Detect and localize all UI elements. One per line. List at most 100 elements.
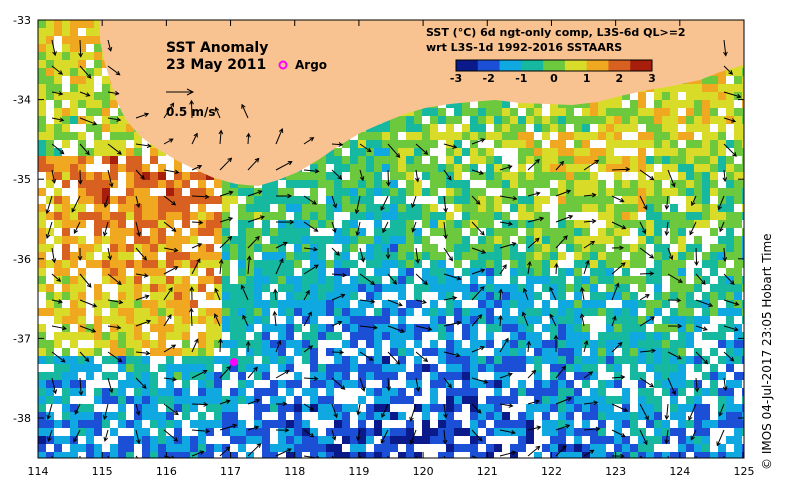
sst-cell [86, 196, 94, 204]
sst-cell [462, 412, 470, 420]
sst-cell [582, 132, 590, 140]
sst-cell [230, 300, 238, 308]
sst-cell [718, 180, 726, 188]
sst-cell [110, 284, 118, 292]
sst-cell [726, 228, 734, 236]
sst-cell [702, 156, 710, 164]
sst-cell [54, 404, 62, 412]
sst-cell [54, 28, 62, 36]
sst-cell [134, 380, 142, 388]
sst-cell [518, 244, 526, 252]
sst-cell [278, 252, 286, 260]
sst-cell [614, 188, 622, 196]
sst-cell [38, 404, 46, 412]
sst-cell [70, 180, 78, 188]
sst-cell [670, 364, 678, 372]
sst-cell [470, 292, 478, 300]
sst-cell [558, 428, 566, 436]
sst-cell [430, 140, 438, 148]
sst-cell [598, 116, 606, 124]
sst-cell [502, 244, 510, 252]
sst-cell [414, 428, 422, 436]
sst-cell [62, 340, 70, 348]
sst-cell [174, 244, 182, 252]
sst-cell [566, 244, 574, 252]
sst-cell [390, 340, 398, 348]
argo-float-marker[interactable] [230, 358, 238, 366]
sst-cell [246, 244, 254, 252]
sst-cell [526, 364, 534, 372]
current-arrowhead [85, 150, 90, 156]
sst-cell [350, 300, 358, 308]
sst-cell [678, 124, 686, 132]
sst-cell [518, 404, 526, 412]
sst-cell [38, 36, 46, 44]
sst-cell [542, 236, 550, 244]
sst-cell [606, 348, 614, 356]
sst-cell [54, 324, 62, 332]
sst-cell [134, 324, 142, 332]
sst-cell [686, 340, 694, 348]
sst-cell [198, 212, 206, 220]
sst-cell [118, 444, 126, 452]
sst-cell [718, 236, 726, 244]
sst-cell [662, 180, 670, 188]
sst-cell [422, 172, 430, 180]
sst-cell [654, 300, 662, 308]
sst-cell [582, 436, 590, 444]
sst-cell [110, 420, 118, 428]
sst-cell [518, 412, 526, 420]
sst-cell [414, 108, 422, 116]
sst-cell [558, 196, 566, 204]
sst-cell [550, 164, 558, 172]
sst-cell [478, 324, 486, 332]
sst-cell [550, 284, 558, 292]
sst-cell [198, 372, 206, 380]
sst-cell [486, 444, 494, 452]
sst-cell [646, 236, 654, 244]
sst-cell [382, 428, 390, 436]
sst-cell [70, 108, 78, 116]
sst-cell [454, 188, 462, 196]
sst-cell [374, 340, 382, 348]
sst-cell [126, 404, 134, 412]
sst-cell [414, 284, 422, 292]
sst-cell [606, 436, 614, 444]
sst-cell [342, 324, 350, 332]
sst-cell [694, 236, 702, 244]
sst-cell [470, 276, 478, 284]
sst-cell [230, 340, 238, 348]
sst-cell [534, 108, 542, 116]
sst-cell [254, 300, 262, 308]
sst-cell [262, 436, 270, 444]
sst-cell [86, 204, 94, 212]
sst-cell [654, 452, 662, 458]
sst-cell [102, 140, 110, 148]
sst-cell [654, 156, 662, 164]
sst-cell [38, 292, 46, 300]
sst-cell [150, 268, 158, 276]
sst-cell [678, 324, 686, 332]
sst-cell [718, 308, 726, 316]
sst-cell [166, 380, 174, 388]
sst-cell [230, 284, 238, 292]
sst-cell [126, 380, 134, 388]
sst-cell [110, 372, 118, 380]
sst-cell [150, 436, 158, 444]
sst-cell [430, 428, 438, 436]
sst-cell [598, 124, 606, 132]
sst-cell [686, 396, 694, 404]
sst-cell [726, 444, 734, 452]
sst-cell [494, 444, 502, 452]
sst-cell [366, 228, 374, 236]
sst-cell [678, 396, 686, 404]
sst-cell [126, 236, 134, 244]
sst-cell [86, 156, 94, 164]
sst-cell [206, 188, 214, 196]
sst-cell [86, 420, 94, 428]
sst-cell [414, 172, 422, 180]
sst-cell [566, 148, 574, 156]
sst-cell [142, 180, 150, 188]
sst-cell [422, 212, 430, 220]
sst-cell [566, 124, 574, 132]
